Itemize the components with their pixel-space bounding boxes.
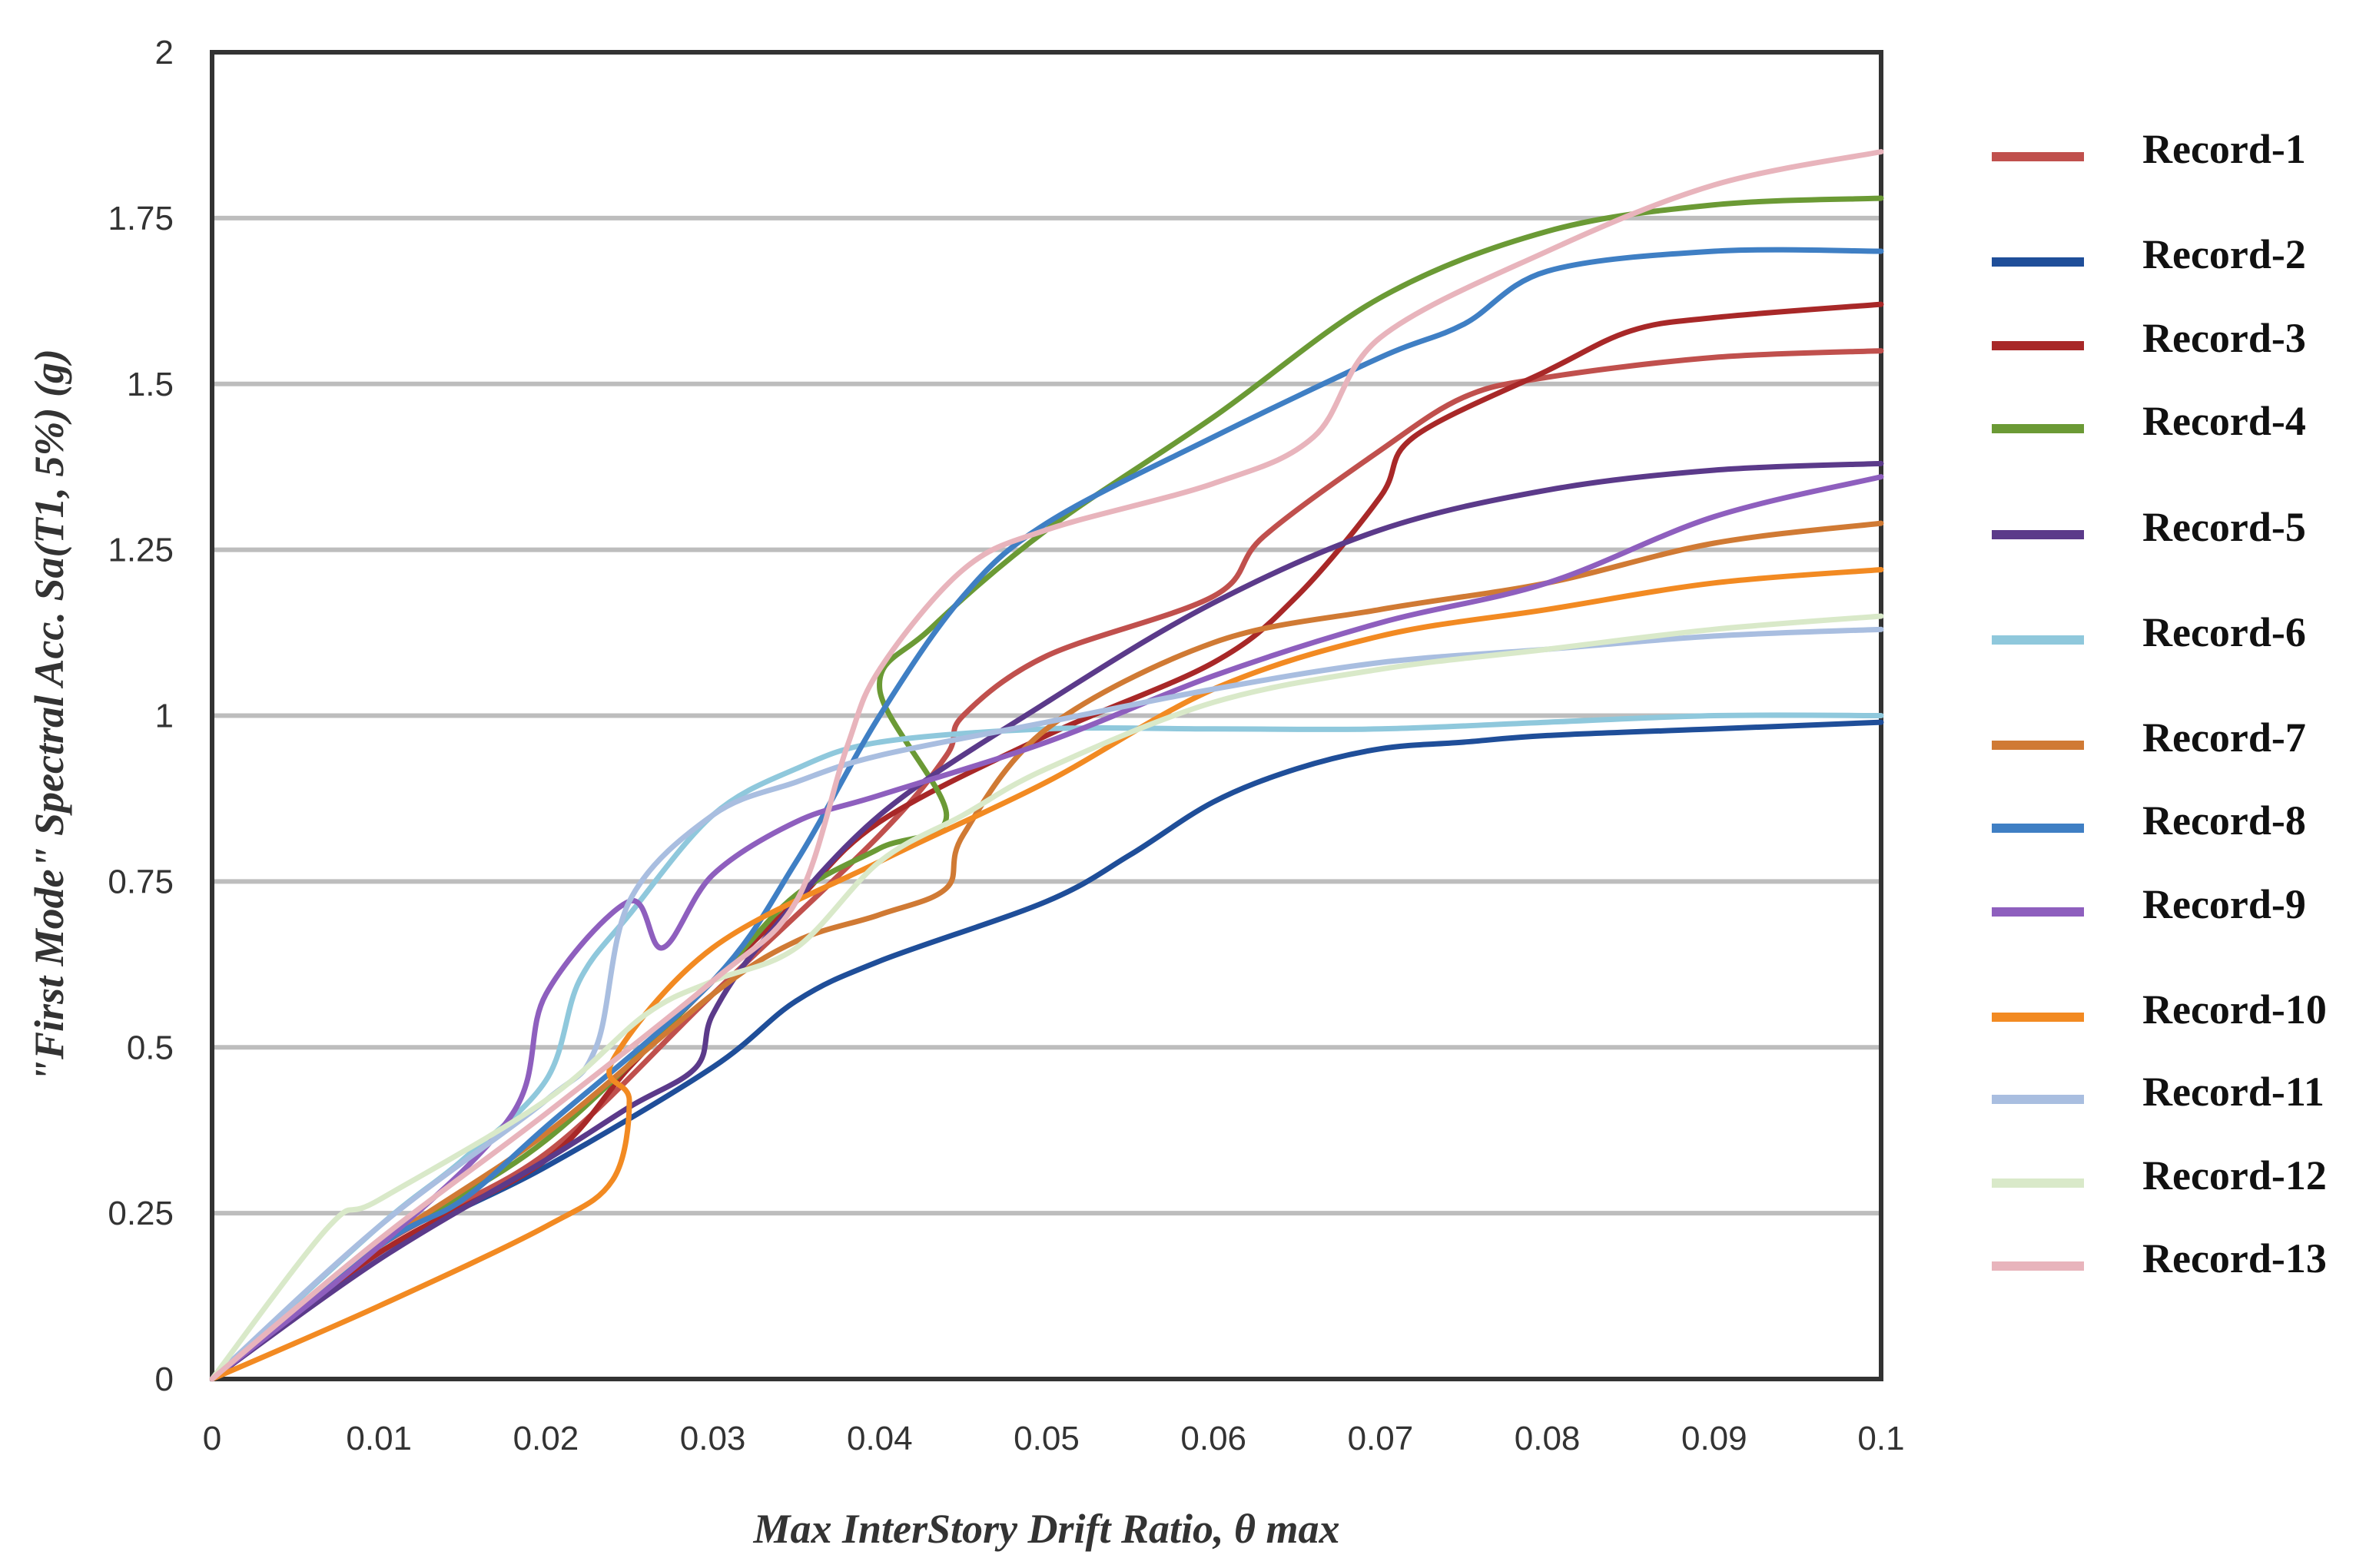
legend-label-record-10: Record-10 (2142, 986, 2327, 1033)
y-tick-label: 1 (155, 698, 174, 735)
x-tick-label: 0.03 (680, 1420, 746, 1457)
legend-label-record-13: Record-13 (2142, 1235, 2327, 1281)
legend-label-record-1: Record-1 (2142, 126, 2306, 172)
x-tick-label: 0.01 (346, 1420, 412, 1457)
series-line-record-4 (209, 195, 1884, 1382)
y-tick-label: 0.25 (108, 1195, 174, 1232)
y-tick-label: 1.75 (108, 200, 174, 237)
y-tick-label: 0.75 (108, 863, 174, 900)
legend-label-record-9: Record-9 (2142, 881, 2306, 927)
y-tick-label: 2 (155, 34, 174, 71)
series-line-record-6 (209, 712, 1884, 1382)
y-tick-label: 0.5 (127, 1029, 174, 1066)
series-line-record-9 (209, 474, 1884, 1382)
y-tick-label: 1.25 (108, 532, 174, 569)
legend-label-record-3: Record-3 (2142, 315, 2306, 361)
series-line-record-5 (209, 460, 1884, 1382)
series-line-record-13 (209, 149, 1884, 1382)
x-axis-title: Max InterStory Drift Ratio, θ max (752, 1506, 1339, 1552)
legend-label-record-5: Record-5 (2142, 504, 2306, 550)
legend-label-record-8: Record-8 (2142, 797, 2306, 844)
legend-label-record-4: Record-4 (2142, 398, 2306, 444)
y-tick-label: 1.5 (127, 366, 174, 403)
y-axis-title: "First Mode" Spectral Acc. Sa(T1, 5%) (g… (26, 349, 72, 1082)
x-tick-label: 0.09 (1681, 1420, 1747, 1457)
x-tick-label: 0.08 (1515, 1420, 1581, 1457)
legend-label-record-6: Record-6 (2142, 609, 2306, 655)
x-tick-label: 0.04 (847, 1420, 913, 1457)
x-tick-label: 0.1 (1857, 1420, 1904, 1457)
legend-label-record-12: Record-12 (2142, 1152, 2327, 1198)
series-lines (209, 149, 1884, 1382)
x-axis-ticks: 0 0.01 0.02 0.03 0.04 0.05 0.06 0.07 0.08 0.09 0.1 (203, 1420, 1905, 1457)
legend-label-record-11: Record-11 (2142, 1069, 2324, 1115)
legend: Record-1 Record-2 Record-3 Record-4 Record-5… (1992, 126, 2327, 1281)
legend-label-record-7: Record-7 (2142, 714, 2306, 761)
legend-label-record-2: Record-2 (2142, 231, 2306, 277)
series-line-record-10 (209, 567, 1884, 1382)
x-tick-label: 0 (203, 1420, 221, 1457)
series-line-record-12 (209, 613, 1884, 1382)
y-axis-ticks: 0 0.25 0.5 0.75 1 1.25 1.5 1.75 2 (108, 34, 174, 1398)
x-tick-label: 0.06 (1180, 1420, 1246, 1457)
y-tick-label: 0 (155, 1361, 174, 1398)
x-tick-label: 0.05 (1014, 1420, 1080, 1457)
x-tick-label: 0.07 (1348, 1420, 1414, 1457)
series-line-record-8 (209, 247, 1884, 1382)
series-line-record-2 (209, 719, 1884, 1382)
x-tick-label: 0.02 (513, 1420, 579, 1457)
